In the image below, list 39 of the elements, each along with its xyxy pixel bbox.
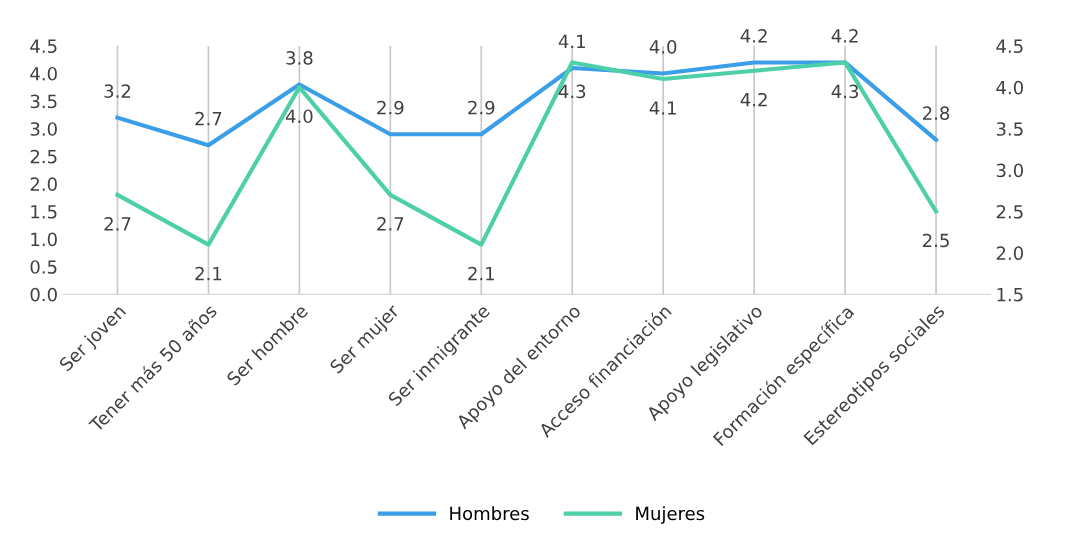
y2-tick-label: 2.0	[996, 246, 1023, 261]
data-label: 4.0	[285, 109, 313, 124]
data-label: 2.9	[377, 100, 404, 115]
y-tick-label: 1.0	[31, 232, 57, 247]
data-label: 4.2	[831, 29, 858, 43]
legend-label: Hombres	[450, 506, 529, 521]
y-tick-label: 0.0	[30, 287, 57, 302]
data-label: 2.8	[923, 106, 950, 120]
data-label: 2.7	[104, 217, 131, 231]
data-label: 4.2	[740, 92, 767, 107]
y2-tick-label: 4.0	[996, 80, 1023, 95]
data-label: 2.7	[377, 217, 404, 231]
data-label: 3.8	[286, 51, 313, 65]
legend-label: Mujeres	[636, 506, 705, 524]
y-tick-label: 3.0	[30, 122, 57, 136]
y2-tick-label: 4.5	[996, 39, 1023, 54]
y-tick-label: 4.5	[30, 39, 57, 54]
y2-tick-label: 2.5	[996, 204, 1023, 219]
data-label: 4.2	[740, 29, 767, 43]
data-label: 4.1	[649, 101, 676, 115]
y-tick-label: 3.5	[30, 94, 57, 109]
data-label: 4.3	[558, 84, 586, 99]
y2-tick-label: 3.0	[996, 163, 1023, 178]
y-tick-label: 2.0	[30, 177, 57, 192]
data-label: 2.5	[923, 233, 949, 248]
y-tick-label: 2.5	[30, 149, 57, 164]
data-label: 4.0	[649, 40, 677, 54]
y2-tick-label: 3.5	[996, 122, 1023, 136]
data-label: 2.9	[468, 100, 495, 115]
y2-tick-label: 1.5	[997, 288, 1023, 302]
y-tick-label: 1.5	[31, 205, 57, 219]
data-label: 2.1	[468, 266, 494, 281]
data-label: 4.1	[558, 34, 585, 48]
y-tick-label: 0.5	[30, 260, 57, 274]
data-label: 2.7	[195, 111, 222, 126]
data-label: 4.3	[831, 84, 858, 99]
y-tick-label: 4.0	[30, 66, 57, 81]
data-label: 3.2	[104, 84, 131, 98]
data-label: 2.1	[195, 266, 222, 281]
